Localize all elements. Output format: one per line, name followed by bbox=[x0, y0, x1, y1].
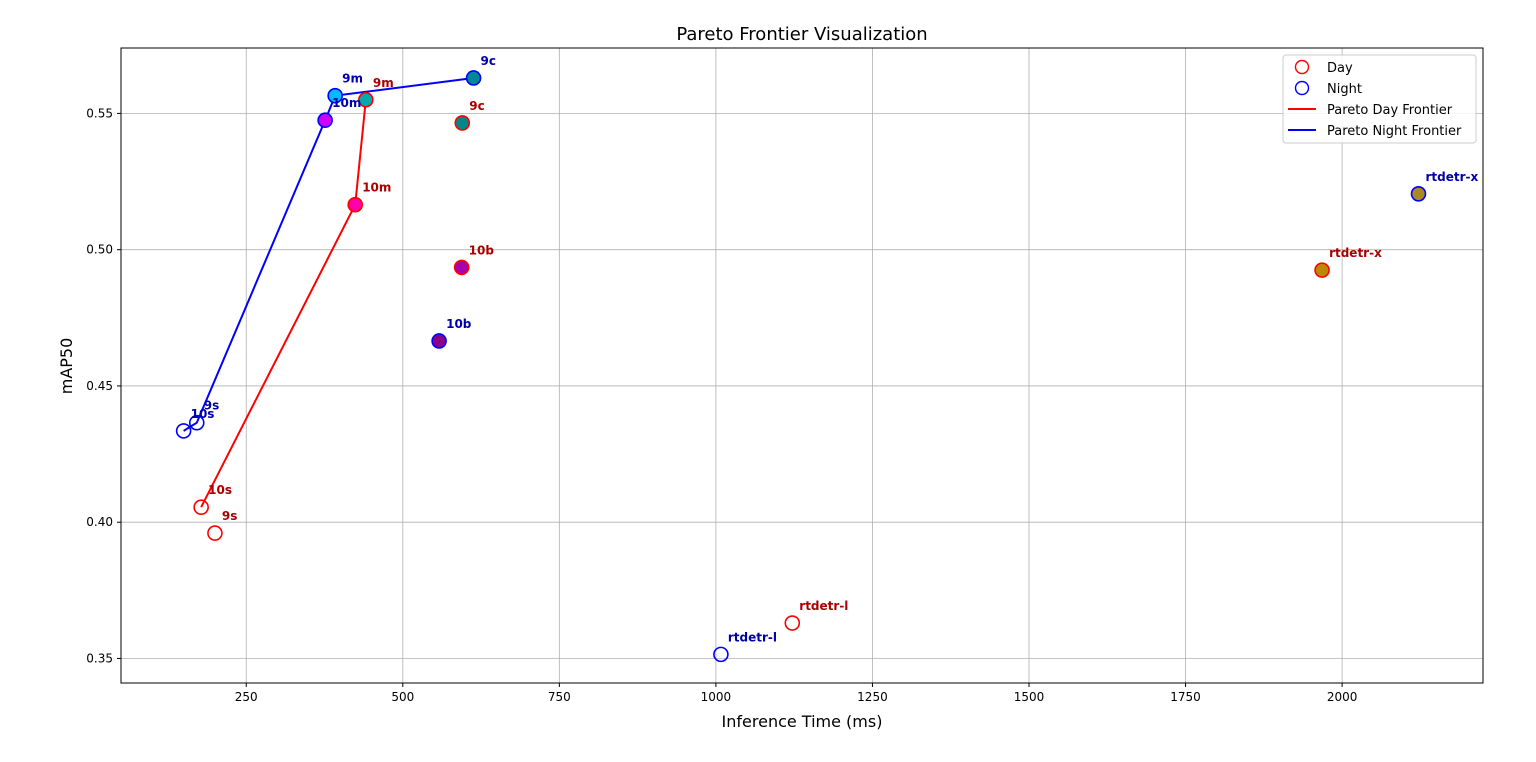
y-tick-label: 0.50 bbox=[86, 243, 113, 257]
night-point-rtdetr-x bbox=[1410, 186, 1427, 202]
chart-title: Pareto Frontier Visualization bbox=[676, 24, 927, 45]
day-point-label: 9c bbox=[469, 99, 484, 113]
day-point-rtdetr-l bbox=[784, 615, 801, 631]
night-point-label: 10s bbox=[191, 407, 215, 421]
pareto-day-frontier-line bbox=[200, 99, 367, 508]
day-point-label: rtdetr-x bbox=[1329, 246, 1382, 260]
x-axis-ticks: 250 500 750 1000 1250 1500 1750 2000 bbox=[235, 683, 1358, 704]
night-point-label: 10b bbox=[446, 317, 472, 331]
day-point-rtdetr-x bbox=[1314, 262, 1330, 278]
day-point-label: 9m bbox=[373, 76, 394, 90]
day-point-9c bbox=[454, 115, 471, 131]
x-axis-label: Inference Time (ms) bbox=[722, 712, 883, 731]
night-point-9s bbox=[188, 414, 205, 431]
legend-marker bbox=[1294, 59, 1310, 75]
legend-marker bbox=[1294, 80, 1310, 96]
point-labels: 9s10s10m9m9c10brtdetr-lrtdetr-x10s9s10m9… bbox=[191, 54, 1479, 644]
night-point-label: 9c bbox=[481, 54, 496, 68]
night-point-label: rtdetr-l bbox=[728, 630, 777, 644]
day-point-10b bbox=[453, 259, 470, 276]
day-point-label: 10b bbox=[469, 243, 495, 257]
legend-label: Pareto Night Frontier bbox=[1327, 124, 1462, 139]
day-point-label: 10m bbox=[362, 181, 391, 195]
night-point-label: rtdetr-x bbox=[1426, 170, 1479, 184]
day-point-10s bbox=[193, 499, 209, 516]
day-point-label: 10s bbox=[208, 483, 232, 497]
x-tick-label: 1000 bbox=[701, 690, 732, 704]
legend-label: Day bbox=[1327, 61, 1353, 76]
legend: Day Night Pareto Day Frontier Pareto Night … bbox=[1282, 54, 1477, 144]
night-point-10b bbox=[431, 333, 447, 349]
y-axis-ticks: 0.35 0.40 0.45 0.50 0.55 bbox=[86, 106, 121, 665]
day-point-10m bbox=[347, 196, 364, 213]
night-point-rtdetr-l bbox=[713, 646, 729, 663]
night-point-10s bbox=[175, 423, 192, 439]
x-tick-label: 750 bbox=[548, 690, 571, 704]
grid-lines bbox=[121, 48, 1483, 683]
night-point-label: 9s bbox=[204, 399, 220, 413]
legend-label: Night bbox=[1327, 82, 1362, 97]
night-point-9c bbox=[465, 70, 482, 86]
x-tick-label: 1500 bbox=[1014, 690, 1045, 704]
y-axis-label: mAP50 bbox=[57, 338, 76, 395]
legend-box bbox=[1282, 54, 1477, 144]
day-point-9m bbox=[358, 91, 374, 108]
day-point-9s bbox=[207, 525, 223, 541]
x-tick-label: 250 bbox=[235, 690, 258, 704]
night-point-label: 9m bbox=[342, 72, 363, 86]
x-tick-label: 2000 bbox=[1327, 690, 1358, 704]
data-points bbox=[175, 70, 1427, 663]
y-tick-label: 0.45 bbox=[86, 379, 113, 393]
legend-label: Pareto Day Frontier bbox=[1327, 103, 1453, 118]
y-tick-label: 0.35 bbox=[86, 651, 113, 665]
plot-area-frame bbox=[120, 47, 1484, 684]
pareto-night-frontier-line bbox=[183, 76, 474, 432]
x-tick-label: 1250 bbox=[857, 690, 888, 704]
day-point-label: rtdetr-l bbox=[799, 599, 848, 613]
night-point-9m bbox=[327, 87, 343, 104]
x-tick-label: 500 bbox=[391, 690, 414, 704]
night-point-label: 10m bbox=[332, 96, 361, 110]
day-point-label: 9s bbox=[222, 509, 238, 523]
y-tick-label: 0.40 bbox=[86, 515, 113, 529]
frontier-lines bbox=[183, 76, 474, 508]
night-point-10m bbox=[317, 112, 333, 129]
x-tick-label: 1750 bbox=[1170, 690, 1201, 704]
y-tick-label: 0.55 bbox=[86, 106, 113, 120]
